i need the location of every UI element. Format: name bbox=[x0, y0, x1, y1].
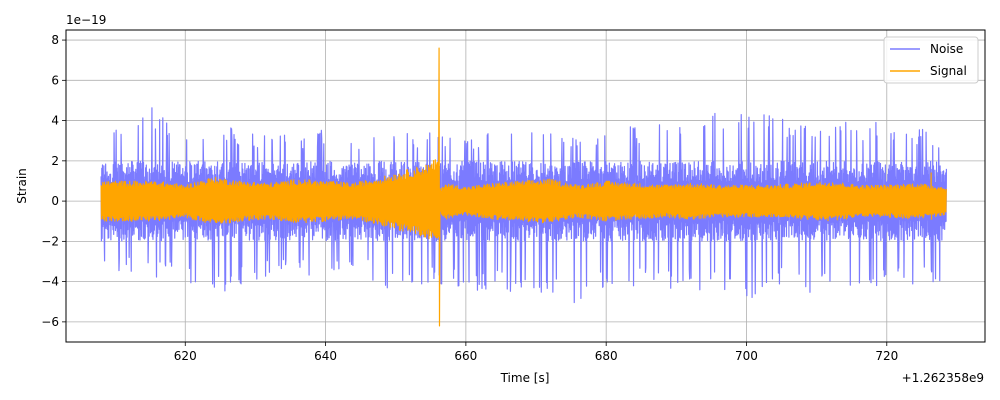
series-signal-line bbox=[100, 47, 947, 327]
plot-area bbox=[100, 47, 948, 327]
y-tick-label: −2 bbox=[41, 234, 59, 248]
y-axis-label: Strain bbox=[15, 168, 29, 204]
x-offset-label: +1.262358e9 bbox=[902, 371, 984, 385]
x-tick-label: 700 bbox=[735, 349, 758, 363]
x-tick-label: 640 bbox=[314, 349, 337, 363]
x-tick-label: 680 bbox=[595, 349, 618, 363]
legend-label-noise: Noise bbox=[930, 42, 963, 56]
x-axis-label: Time [s] bbox=[500, 371, 550, 385]
legend-label-signal: Signal bbox=[930, 64, 967, 78]
y-tick-label: 8 bbox=[51, 33, 59, 47]
y-tick-label: 6 bbox=[51, 73, 59, 87]
y-tick-label: 2 bbox=[51, 154, 59, 168]
y-tick-label: −4 bbox=[41, 275, 59, 289]
y-tick-label: −6 bbox=[41, 315, 59, 329]
x-tick-label: 720 bbox=[875, 349, 898, 363]
legend: Noise Signal bbox=[883, 36, 979, 84]
y-tick-label: 4 bbox=[51, 114, 59, 128]
series-layer bbox=[100, 47, 948, 327]
x-tick-label: 660 bbox=[454, 349, 477, 363]
y-tick-label: 0 bbox=[51, 194, 59, 208]
axes-frame bbox=[65, 29, 986, 343]
y-scale-label: 1e−19 bbox=[66, 13, 106, 27]
x-tick-label: 620 bbox=[174, 349, 197, 363]
ticks-layer: 620 640 660 680 700 720 −6 −4 −2 0 2 4 6 8 bbox=[41, 33, 898, 363]
